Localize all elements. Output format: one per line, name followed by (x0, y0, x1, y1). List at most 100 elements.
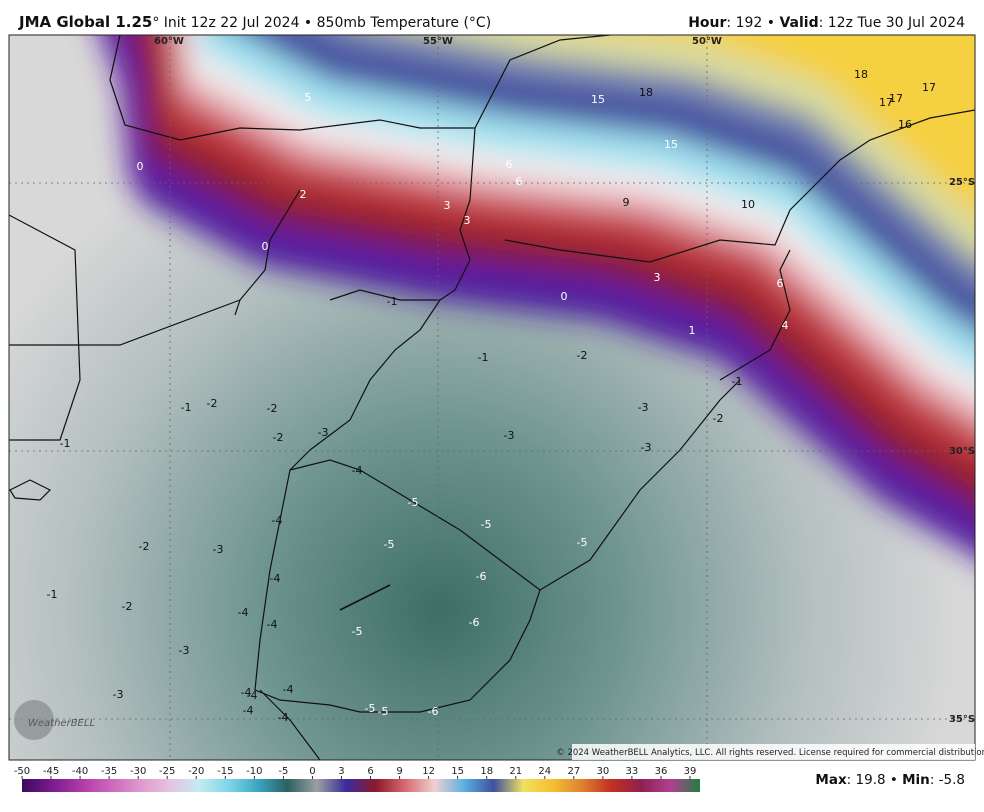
lon-label: 50°W (692, 36, 722, 47)
contour-label: -1 (181, 401, 192, 414)
contour-label: -1 (478, 351, 489, 364)
contour-label: -3 (641, 441, 652, 454)
contour-label: -5 (378, 705, 389, 718)
contour-label: 3 (464, 214, 471, 227)
colorbar-label: 33 (626, 766, 639, 777)
colorbar-label: 36 (655, 766, 668, 777)
copyright: © 2024 WeatherBELL Analytics, LLC. All r… (556, 748, 984, 758)
contour-label: -5 (577, 536, 588, 549)
contour-label: -3 (213, 543, 224, 556)
colorbar-label: 6 (367, 766, 373, 777)
valid-text: : 12z Tue 30 Jul 2024 (819, 15, 965, 31)
model: JMA Global 1.25 (18, 13, 152, 31)
contour-label: -5 (352, 625, 363, 638)
colorbar-label: 3 (338, 766, 344, 777)
contour-label: 15 (591, 93, 605, 106)
contour-label: -1 (387, 295, 398, 308)
contour-label: -6 (428, 705, 439, 718)
hour-text: : 192 • (726, 15, 779, 31)
header-right: Hour: 192 • Valid: 12z Tue 30 Jul 2024 (688, 15, 965, 31)
colorbar-label: 30 (597, 766, 610, 777)
contour-label: 0 (137, 160, 144, 173)
contour-label: -5 (408, 496, 419, 509)
contour-label: -4 (270, 572, 281, 585)
lat-label: 35°S (949, 714, 975, 725)
contour-label: -1 (732, 375, 743, 388)
contour-label: -3 (113, 688, 124, 701)
contour-label: -3 (504, 429, 515, 442)
max-text: : 19.8 • (847, 772, 902, 788)
temp-band (660, 35, 975, 216)
map: 60°W 55°W 50°W25°S30°S35°S5 151818171717160… (9, 35, 975, 760)
contour-label: 2 (300, 188, 307, 201)
hour-label: Hour (688, 15, 726, 31)
contour-label: 18 (854, 68, 868, 81)
contour-label: 9 (623, 196, 630, 209)
colorbar-label: 39 (684, 766, 697, 777)
valid-label: Valid (779, 15, 818, 31)
contour-label: -3 (638, 401, 649, 414)
contour-label: -6 (476, 570, 487, 583)
colorbar-label: -25 (159, 766, 175, 777)
contour-label: 15 (664, 138, 678, 151)
contour-label: 6 (506, 158, 513, 171)
logo: WeatherBELL (14, 700, 95, 740)
contour-label: 17 (922, 81, 936, 94)
contour-label: 6 (777, 277, 784, 290)
contour-label: -1 (47, 588, 58, 601)
contour-label: -3 (179, 644, 190, 657)
contour-label: -3 (318, 426, 329, 439)
contour-label: 0 (262, 240, 269, 253)
contour-label: 0 (561, 290, 568, 303)
contour-label: -4 (278, 711, 289, 724)
colorbar-label: 15 (451, 766, 464, 777)
contour-label: -5 (365, 702, 376, 715)
contour-label: 6 (516, 175, 523, 188)
colorbar-label: -15 (217, 766, 233, 777)
min-text: : -5.8 (930, 772, 965, 788)
contour-label: 18 (639, 86, 653, 99)
contour-label: -4 (241, 686, 252, 699)
colorbar-label: -30 (130, 766, 146, 777)
contour-label: -1 (60, 437, 71, 450)
contour-label: 10 (741, 198, 755, 211)
footer-stats: Max: 19.8 • Min: -5.8 (815, 772, 965, 788)
contour-label: 16 (898, 118, 912, 131)
lat-label: 25°S (949, 177, 975, 188)
colorbar-label: 27 (567, 766, 580, 777)
colorbar-label: -35 (101, 766, 117, 777)
contour-label: 3 (444, 199, 451, 212)
contour-label: -4 (247, 689, 258, 702)
colorbar-label: -40 (72, 766, 88, 777)
contour-label: -5 (384, 538, 395, 551)
colorbar-label: 18 (480, 766, 493, 777)
colorbar-label: 24 (538, 766, 551, 777)
colorbar-label: 0 (309, 766, 315, 777)
colorbar (22, 779, 700, 792)
colorbar-label: -45 (43, 766, 59, 777)
contour-label: -2 (207, 397, 218, 410)
contour-label: -2 (122, 600, 133, 613)
colorbar-label: -50 (14, 766, 30, 777)
min-label: Min (902, 772, 930, 788)
contour-label: -2 (139, 540, 150, 553)
contour-label: 5 (305, 91, 312, 104)
contour-label: 1 (689, 324, 696, 337)
contour-label: -2 (273, 431, 284, 444)
lon-label: 60°W (154, 36, 184, 47)
contour-label: -5 (481, 518, 492, 531)
colorbar-label: -5 (278, 766, 288, 777)
contour-label: -4 (272, 514, 283, 527)
contour-label: -4 (243, 704, 254, 717)
colorbar-label: 9 (396, 766, 402, 777)
contour-label: 4 (782, 319, 789, 332)
logo-text: WeatherBELL (28, 718, 95, 729)
contour-label: 17 (889, 92, 903, 105)
contour-label: -6 (469, 616, 480, 629)
lat-label: 30°S (949, 446, 975, 457)
colorbar-label: 21 (509, 766, 522, 777)
lon-label: 55°W (423, 36, 453, 47)
contour-label: -4 (283, 683, 294, 696)
max-label: Max (815, 772, 847, 788)
